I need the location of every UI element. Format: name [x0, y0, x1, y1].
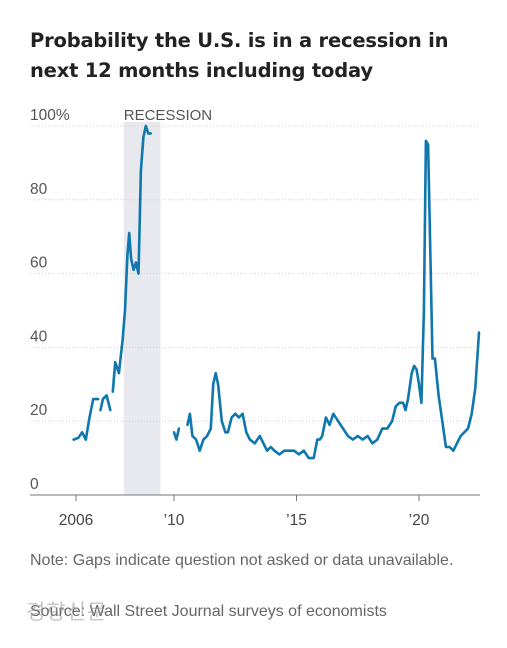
series-line-segment — [72, 397, 100, 441]
series-line-segment — [111, 124, 152, 394]
series-line-segment — [99, 394, 112, 412]
series-line-segment — [186, 139, 481, 460]
line-chart: RECESSION 0 20 40 60 80 100% 2006 ’10 ’15 ’20 — [30, 107, 481, 529]
y-tick-label: 40 — [30, 328, 48, 345]
y-tick-label: 60 — [30, 255, 48, 272]
chart-title: Probability the U.S. is in a recession i… — [30, 29, 449, 82]
x-tick-label: ’20 — [409, 512, 430, 529]
chart-note: Note: Gaps indicate question not asked o… — [30, 552, 454, 569]
x-tick-label: ’10 — [164, 512, 185, 529]
recession-label: RECESSION — [124, 107, 212, 124]
x-tick-label: ’15 — [286, 512, 307, 529]
series-line-segment — [172, 427, 181, 441]
chart-source: Source: Wall Street Journal surveys of e… — [30, 603, 387, 620]
y-tick-label: 100% — [30, 107, 70, 124]
y-tick-label: 0 — [30, 476, 39, 493]
y-tick-label: 20 — [30, 402, 48, 419]
watermark-logo: 경향신문 — [26, 600, 108, 624]
recession-band — [123, 122, 161, 495]
x-tick-label: 2006 — [59, 512, 93, 529]
y-tick-label: 80 — [30, 181, 48, 198]
